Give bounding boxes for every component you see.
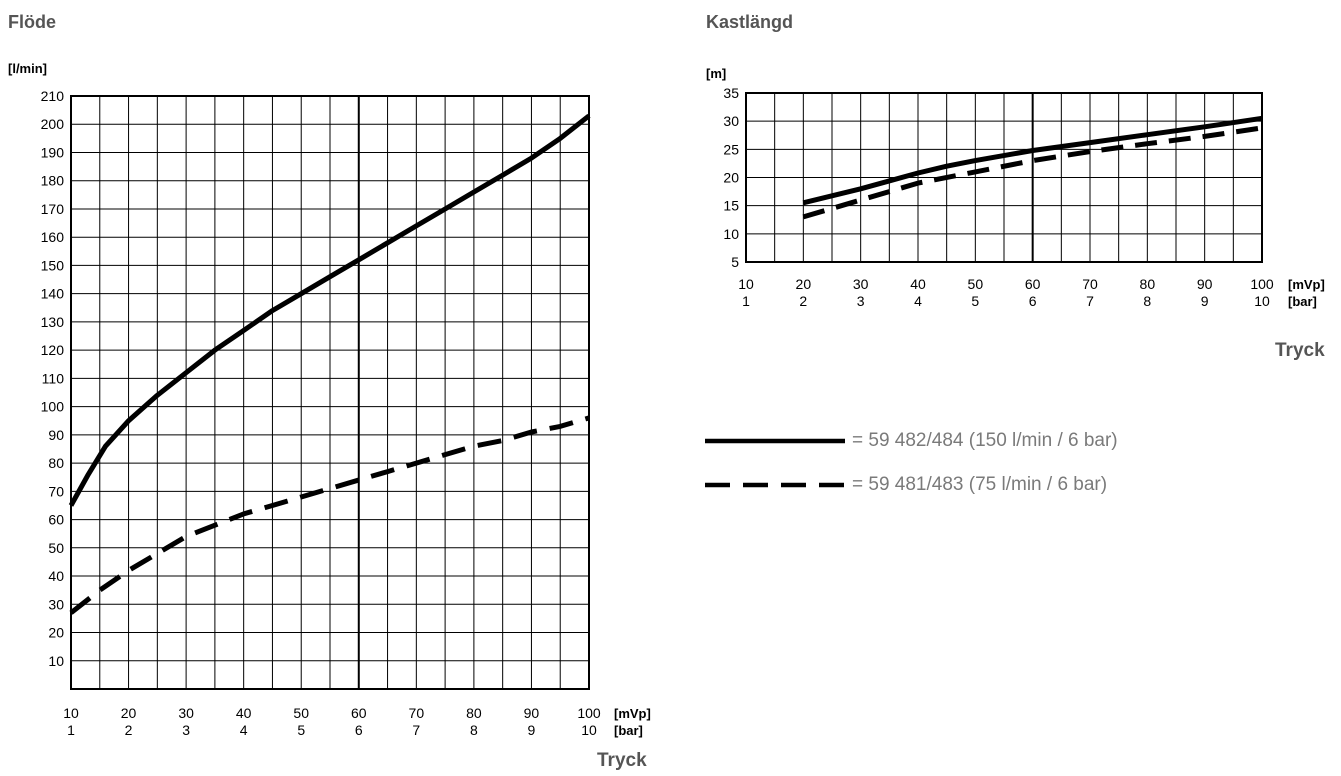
flow-y-axis-label: [l/min] xyxy=(8,61,47,76)
throw-y-axis-label: [m] xyxy=(706,66,726,81)
flow-plot-frame xyxy=(70,95,590,690)
flow-y-tick-label: 210 xyxy=(41,88,65,104)
flow-y-tick-label: 160 xyxy=(41,229,65,245)
flow-x-tick-label: 20 xyxy=(121,705,137,721)
flow-y-tick-label: 60 xyxy=(48,512,64,528)
throw-x-tick-label: 10 xyxy=(738,276,754,292)
throw-series-solid-line xyxy=(802,115,1263,206)
throw-y-tick-label: 15 xyxy=(723,198,739,214)
flow-x-tick-label-bar: 2 xyxy=(125,722,133,738)
flow-x-tick-label: 70 xyxy=(409,705,425,721)
flow-x-tick-label: 30 xyxy=(178,705,194,721)
flow-x-axis-title: Tryck xyxy=(597,750,647,771)
flow-chart-title: Flöde xyxy=(8,12,56,32)
legend-swatch-solid xyxy=(705,438,845,444)
throw-x-tick-label: 30 xyxy=(853,276,869,292)
throw-y-tick-label: 10 xyxy=(723,226,739,242)
legend-label-dashed: = 59 481/483 (75 l/min / 6 bar) xyxy=(852,474,1108,495)
throw-x-tick-label-bar: 3 xyxy=(857,293,865,309)
flow-y-tick-label: 190 xyxy=(41,144,65,160)
flow-y-tick-label: 10 xyxy=(48,653,64,669)
flow-x-tick-label: 50 xyxy=(293,705,309,721)
flow-x-unit-mvp: [mVp] xyxy=(614,706,651,721)
throw-x-unit-mvp: [mVp] xyxy=(1288,277,1325,292)
throw-y-tick-label: 20 xyxy=(723,170,739,186)
flow-y-tick-label: 90 xyxy=(48,427,64,443)
flow-x-tick-label-bar: 9 xyxy=(528,722,536,738)
throw-x-tick-label-bar: 2 xyxy=(799,293,807,309)
throw-x-tick-label: 80 xyxy=(1140,276,1156,292)
throw-x-tick-label-bar: 10 xyxy=(1254,293,1270,309)
flow-x-tick-label-bar: 3 xyxy=(182,722,190,738)
legend-label-solid: = 59 482/484 (150 l/min / 6 bar) xyxy=(852,430,1118,451)
flow-y-tick-label: 50 xyxy=(48,540,64,556)
throw-x-tick-label: 100 xyxy=(1250,276,1274,292)
throw-y-tick-label: 25 xyxy=(723,141,739,157)
flow-y-tick-label: 120 xyxy=(41,342,65,358)
throw-plot-frame xyxy=(745,92,1263,263)
flow-y-tick-label: 180 xyxy=(41,173,65,189)
flow-y-tick-label: 100 xyxy=(41,399,65,415)
flow-y-tick-label: 40 xyxy=(48,568,64,584)
flow-x-tick-label: 40 xyxy=(236,705,252,721)
legend-swatch-dashed xyxy=(705,482,845,488)
flow-x-tick-label-bar: 4 xyxy=(240,722,248,738)
flow-x-tick-label-bar: 10 xyxy=(581,722,597,738)
flow-x-tick-label: 100 xyxy=(577,705,601,721)
flow-x-tick-label: 10 xyxy=(63,705,79,721)
throw-x-tick-label-bar: 9 xyxy=(1201,293,1209,309)
throw-chart-title: Kastlängd xyxy=(706,12,794,32)
flow-y-tick-label: 170 xyxy=(41,201,65,217)
throw-x-tick-label-bar: 1 xyxy=(742,293,750,309)
flow-y-tick-label: 140 xyxy=(41,286,65,302)
flow-y-tick-label: 200 xyxy=(41,116,65,132)
throw-x-tick-label: 60 xyxy=(1025,276,1041,292)
throw-x-tick-label: 70 xyxy=(1082,276,1098,292)
flow-y-tick-label: 150 xyxy=(41,257,65,273)
throw-x-tick-label-bar: 7 xyxy=(1086,293,1094,309)
flow-series-solid-line xyxy=(68,113,591,507)
flow-y-tick-label: 80 xyxy=(48,455,64,471)
flow-y-tick-label: 70 xyxy=(48,483,64,499)
throw-x-tick-label: 50 xyxy=(968,276,984,292)
flow-x-tick-label-bar: 5 xyxy=(297,722,305,738)
flow-x-tick-label: 80 xyxy=(466,705,482,721)
flow-y-tick-label: 30 xyxy=(48,596,64,612)
flow-y-tick-label: 110 xyxy=(42,370,65,386)
flow-y-tick-label: 130 xyxy=(41,314,65,330)
throw-x-tick-label-bar: 6 xyxy=(1029,293,1037,309)
flow-x-unit-bar: [bar] xyxy=(614,723,643,738)
throw-x-tick-label-bar: 5 xyxy=(971,293,979,309)
throw-y-tick-label: 5 xyxy=(731,254,739,270)
throw-y-tick-label: 30 xyxy=(723,113,739,129)
flow-x-tick-label-bar: 6 xyxy=(355,722,363,738)
throw-x-tick-label: 90 xyxy=(1197,276,1213,292)
flow-x-tick-label-bar: 7 xyxy=(412,722,420,738)
throw-x-unit-bar: [bar] xyxy=(1288,294,1317,309)
flow-x-tick-label-bar: 8 xyxy=(470,722,478,738)
throw-x-tick-label-bar: 4 xyxy=(914,293,922,309)
flow-y-tick-label: 20 xyxy=(48,625,64,641)
throw-x-tick-label: 20 xyxy=(796,276,812,292)
flow-x-tick-label: 90 xyxy=(524,705,540,721)
throw-x-tick-label: 40 xyxy=(910,276,926,292)
throw-y-tick-label: 35 xyxy=(723,85,739,101)
flow-x-tick-label-bar: 1 xyxy=(67,722,75,738)
throw-x-tick-label-bar: 8 xyxy=(1143,293,1151,309)
throw-series-dashed-line xyxy=(802,125,1263,220)
flow-x-tick-label: 60 xyxy=(351,705,367,721)
throw-x-axis-title: Tryck xyxy=(1275,340,1325,361)
